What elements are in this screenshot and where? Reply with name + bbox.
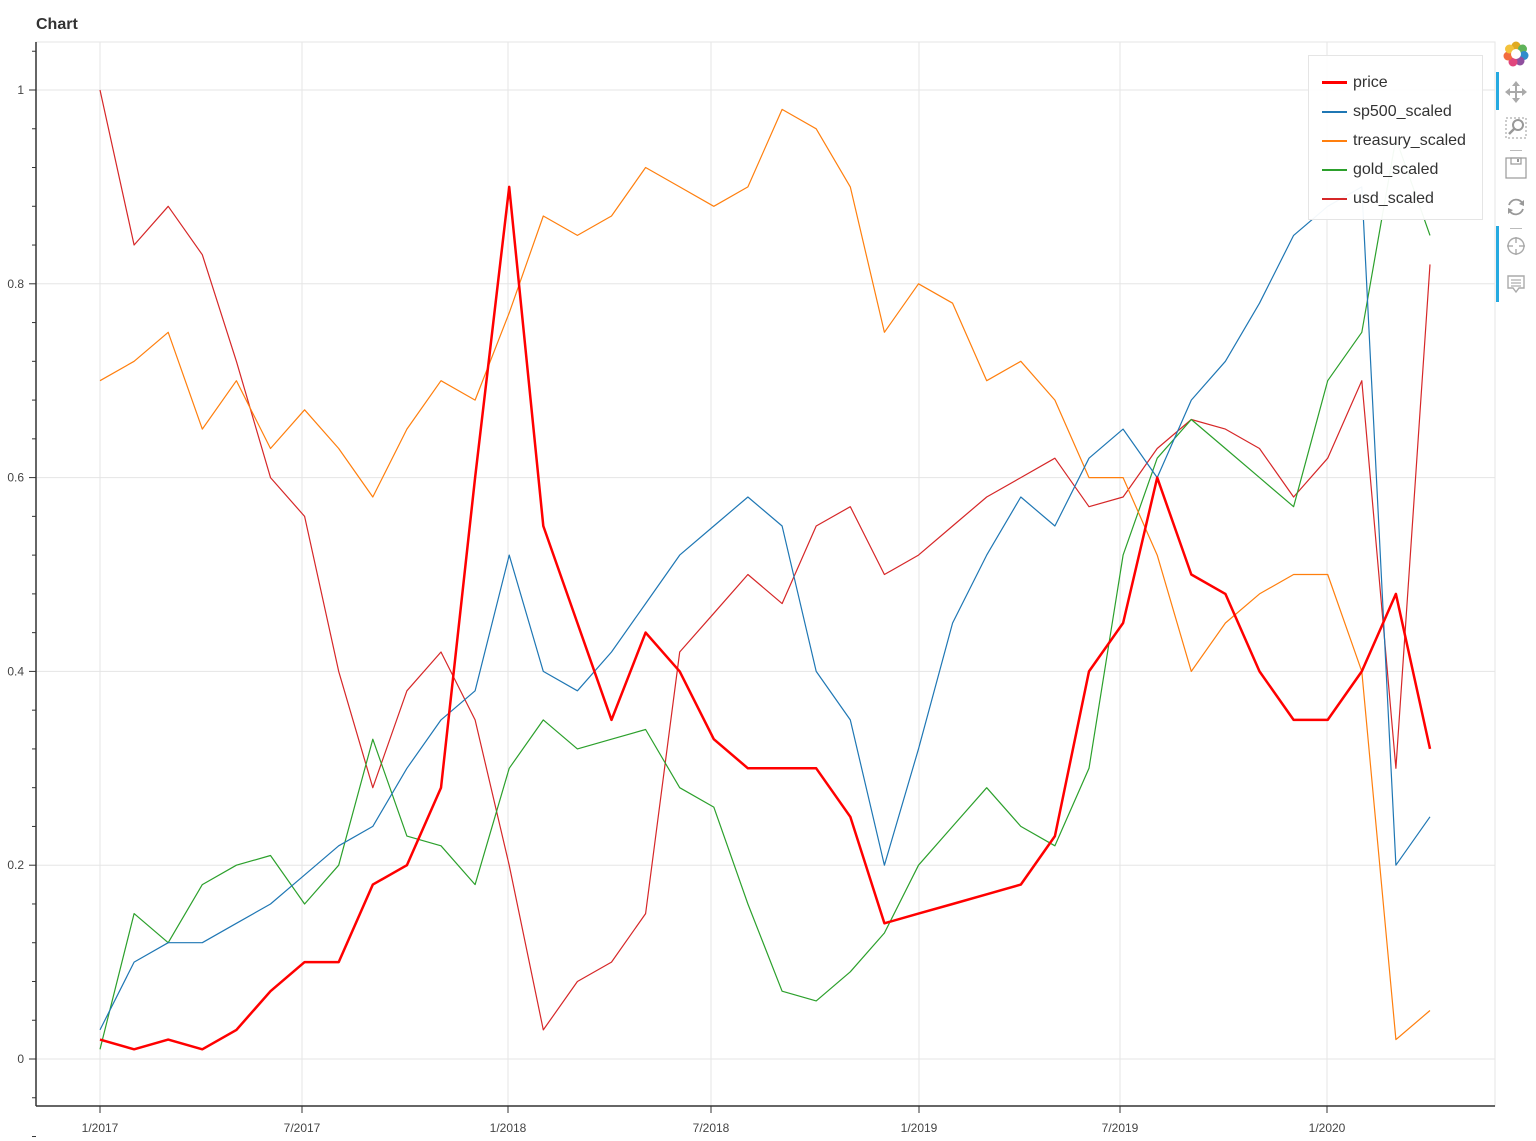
save-icon[interactable]: [1502, 154, 1530, 182]
x-tick-label: 1/2020: [1309, 1121, 1346, 1135]
legend-item-usd_scaled[interactable]: usd_scaled: [1309, 184, 1482, 213]
legend-item-gold_scaled[interactable]: gold_scaled: [1309, 155, 1482, 184]
y-tick-label: 0.6: [7, 471, 24, 485]
series-sp500_scaled: [99, 186, 1431, 1031]
inspect-active-indicator: [1496, 226, 1499, 302]
series-usd_scaled: [99, 89, 1431, 1031]
y-tick-label: 0: [17, 1052, 24, 1066]
toolbar-separator: [1510, 150, 1522, 151]
legend-swatch: [1322, 110, 1347, 113]
legend-label: treasury_scaled: [1353, 131, 1466, 149]
legend-label: usd_scaled: [1353, 189, 1434, 207]
legend-swatch: [1322, 197, 1347, 200]
series-treasury_scaled: [99, 108, 1431, 1041]
series-lines: [99, 89, 1432, 1051]
pan-active-indicator: [1496, 72, 1499, 110]
x-tick-label: 7/2019: [1102, 1121, 1139, 1135]
pan-icon[interactable]: [1502, 78, 1530, 106]
series-price: [99, 185, 1432, 1051]
legend-item-treasury_scaled[interactable]: treasury_scaled: [1309, 126, 1482, 155]
legend-swatch: [1322, 168, 1347, 171]
legend[interactable]: price sp500_scaled treasury_scaled gold_sca…: [1308, 55, 1483, 220]
legend-item-sp500_scaled[interactable]: sp500_scaled: [1309, 97, 1482, 126]
toolbar-separator: [1510, 228, 1522, 229]
legend-label: price: [1353, 73, 1388, 91]
legend-swatch: [1322, 81, 1347, 84]
toolbar: [1496, 38, 1536, 308]
chart-title: Chart: [36, 16, 78, 33]
legend-item-price[interactable]: price: [1309, 68, 1482, 97]
x-tick-label: 1/2019: [901, 1121, 938, 1135]
series-gold_scaled: [99, 137, 1431, 1050]
crosshair-icon[interactable]: [1502, 232, 1530, 260]
bokeh-logo-icon[interactable]: [1502, 40, 1530, 68]
y-tick-label: 0.2: [7, 858, 24, 872]
grid-lines: [35, 41, 1496, 1107]
legend-swatch: [1322, 139, 1347, 142]
legend-label: sp500_scaled: [1353, 102, 1452, 120]
x-tick-label: 1/2018: [490, 1121, 527, 1135]
y-tick-label: 0.4: [7, 664, 24, 678]
x-tick-label: 1/2017: [82, 1121, 119, 1135]
y-tick-label: 0.8: [7, 277, 24, 291]
legend-label: gold_scaled: [1353, 160, 1439, 178]
x-tick-label: 7/2018: [693, 1121, 730, 1135]
axes: 0 0.2 0.4 0.6 0.8 1 1/2017 7/2017 1/2018 7/2018 1/…: [7, 42, 1495, 1138]
y-tick-label: 1: [17, 83, 24, 97]
box-zoom-icon[interactable]: [1502, 114, 1530, 142]
x-tick-label: 7/2017: [284, 1121, 321, 1135]
hover-icon[interactable]: [1502, 270, 1530, 298]
reset-icon[interactable]: [1502, 193, 1530, 221]
